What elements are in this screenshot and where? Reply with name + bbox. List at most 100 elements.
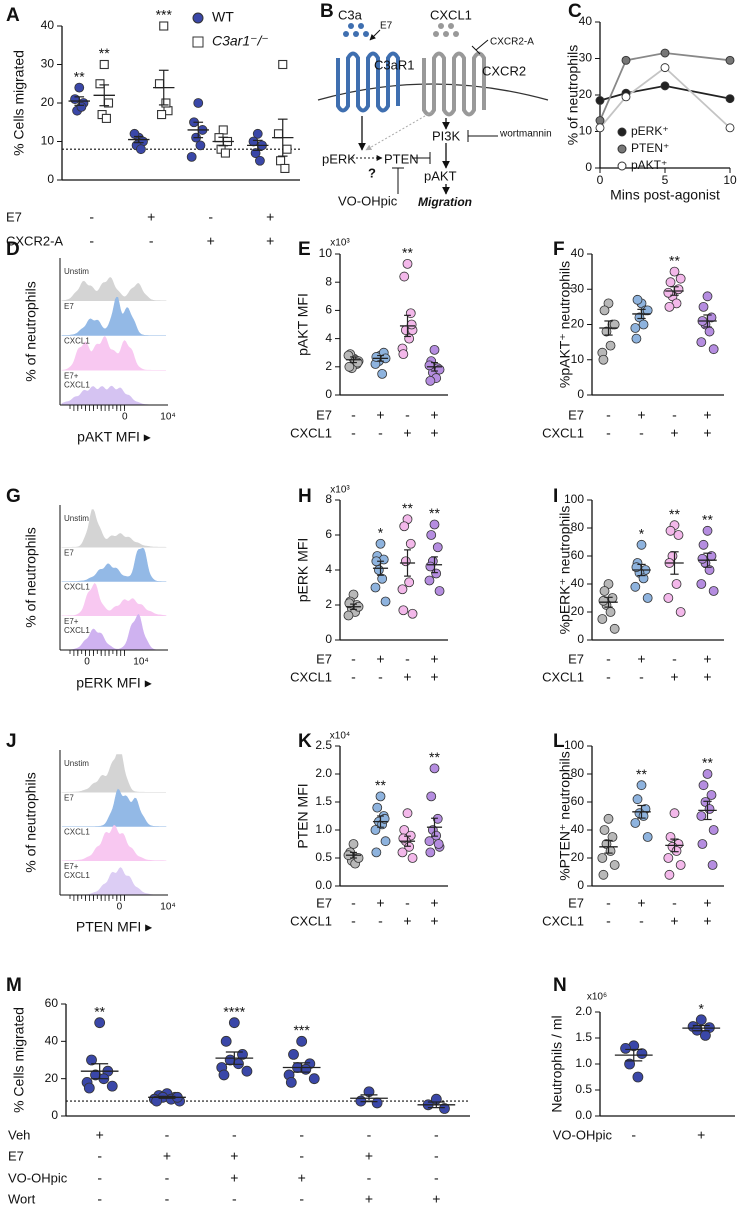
condition-sign: +: [266, 233, 274, 249]
data-point: [609, 860, 620, 870]
data-point: [399, 271, 410, 282]
condition-sign: -: [606, 407, 611, 423]
data-point: [344, 598, 355, 609]
inhibitor: [471, 39, 489, 55]
legend-label: pERK⁺: [631, 124, 669, 138]
condition-sign: -: [97, 1170, 102, 1186]
data-point: [702, 525, 713, 536]
data-point: [288, 1049, 299, 1060]
condition-sign: -: [434, 1170, 439, 1186]
y-tick-label: 10: [41, 134, 55, 148]
data-point: [597, 614, 608, 624]
condition-sign: +: [266, 209, 274, 225]
condition-sign: +: [432, 1191, 440, 1206]
legend-label: pAKT⁺: [631, 158, 667, 172]
error-bar: [225, 1051, 243, 1065]
significance: **: [702, 512, 713, 528]
inhibitor: [392, 167, 404, 194]
data-point: [371, 847, 382, 858]
track-label: CXCL1: [64, 871, 90, 880]
data-point: [380, 836, 391, 847]
data-point: [698, 539, 709, 550]
x-tick-label: 0: [84, 657, 90, 668]
significance: ****: [223, 1003, 245, 1019]
y-tick-label: 10: [579, 124, 593, 138]
y-tick-label: 20: [571, 604, 585, 618]
histogram-curve: [62, 583, 167, 617]
track-label: CXCL1: [64, 380, 90, 389]
panel-letter: B: [320, 1, 334, 22]
error-bar: [91, 1063, 109, 1080]
data-point: [425, 375, 436, 386]
legend-marker: [617, 161, 627, 171]
y-tick-label: 40: [41, 18, 55, 32]
condition-sign: +: [703, 913, 711, 929]
y-tick-label: 2.5: [315, 738, 332, 752]
data-point: [675, 273, 686, 284]
y-axis-label: pAKT MFI: [295, 293, 311, 356]
y-tick-label: 40: [579, 14, 593, 28]
condition-label: E7: [316, 895, 332, 910]
track-label: Unstim: [64, 759, 89, 768]
condition-label: Wort: [8, 1191, 36, 1206]
x-tick-label: 5: [662, 173, 669, 187]
condition-sign: -: [367, 1127, 372, 1143]
data-point: [660, 81, 670, 91]
y-tick-label: 4: [325, 562, 332, 576]
significance: **: [429, 749, 440, 765]
significance: ***: [156, 7, 173, 23]
condition-sign: +: [147, 209, 155, 225]
data-point: [704, 804, 715, 814]
panel-letter: K: [298, 731, 312, 752]
data-point: [708, 825, 719, 835]
data-point: [638, 319, 649, 330]
data-point: [308, 1073, 320, 1085]
panel-letter: A: [6, 5, 20, 26]
condition-sign: +: [430, 407, 438, 423]
data-point: [664, 869, 675, 880]
error-bar: [427, 1101, 445, 1109]
data-point: [159, 21, 169, 31]
error-bar: [293, 1062, 311, 1073]
significance: **: [702, 755, 713, 771]
data-point: [439, 1103, 450, 1114]
panel-letter: I: [553, 486, 558, 507]
data-point: [697, 553, 708, 564]
data-point: [296, 1035, 308, 1047]
histogram-curve: [61, 754, 166, 793]
track-label: E7: [64, 548, 74, 557]
data-point: [157, 110, 167, 120]
condition-sign: -: [165, 1170, 170, 1186]
data-point: [402, 258, 413, 269]
y-tick-label: 40: [571, 822, 585, 836]
data-point: [725, 123, 735, 133]
y-tick-label: 20: [45, 1071, 59, 1085]
condition-sign: +: [670, 425, 678, 441]
condition-sign: -: [232, 1127, 237, 1143]
condition-sign: -: [299, 1191, 304, 1206]
y-axis-label: %PTEN⁺ neutrophils: [557, 751, 573, 881]
data-point: [696, 337, 707, 348]
condition-sign: +: [637, 407, 645, 423]
error-bar: [377, 815, 384, 828]
arrow: [369, 29, 381, 41]
condition-sign: +: [403, 425, 411, 441]
condition-sign: +: [670, 669, 678, 685]
condition-sign: +: [703, 895, 711, 911]
condition-sign: -: [378, 913, 383, 929]
condition-label: VO-OHpic: [553, 1127, 613, 1142]
data-point: [373, 565, 384, 575]
data-point: [424, 836, 435, 847]
histogram-curve: [61, 509, 167, 548]
condition-sign: +: [365, 1191, 373, 1206]
data-point: [343, 610, 354, 621]
y-axis-label: % Cells migrated: [11, 50, 27, 156]
condition-sign: -: [232, 1191, 237, 1206]
y-tick-label: 0: [51, 1108, 58, 1122]
data-point: [642, 305, 653, 316]
condition-sign: -: [378, 669, 383, 685]
y-tick-label: 30: [579, 51, 593, 65]
data-point: [632, 294, 643, 305]
data-point: [702, 291, 713, 302]
diagram-label: wortmannin: [499, 129, 552, 140]
